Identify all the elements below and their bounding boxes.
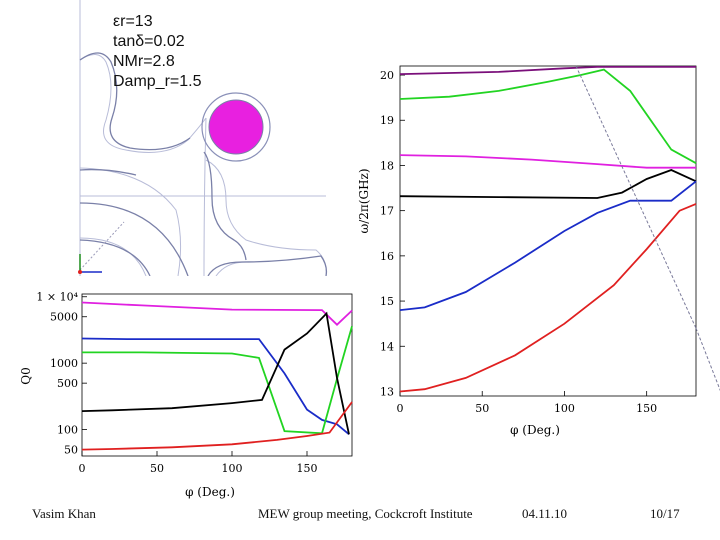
freq-xlabel: φ (Deg.) [510,423,560,437]
freq-series-purple [399,65,696,75]
freq-ytick-label: 13 [380,385,394,398]
origin-marker [78,270,82,274]
freq-ytick-label: 19 [380,114,394,127]
freq-series-light-line [575,65,697,329]
symmetry-line [79,221,125,271]
q-ylabel: Q0 [20,367,33,384]
dielectric-resonator [208,99,264,155]
param-damping: Damp_r=1.5 [113,73,202,90]
q-plot-frame [81,293,353,457]
param-permittivity: εr=13 [113,13,153,30]
freq-ytick-label: 17 [380,205,394,218]
q-series-red [81,401,353,451]
q-ytick-label: 100 [57,424,78,437]
freq-series-light-line-2 [695,328,720,392]
freq-series-green [399,68,697,164]
simulation-geometry-view [76,0,334,276]
q-xtick-label: 50 [150,462,164,475]
freq-series-black [399,169,697,199]
simulation-parameters: εr=13 tanδ=0.02 NMr=2.8 Damp_r=1.5 [113,12,202,92]
q-ytick-label: 1000 [50,357,78,370]
q-xtick-label: 150 [297,462,318,475]
q-ytick-label: 5000 [50,311,78,324]
freq-ytick-label: 15 [380,295,394,308]
footer-event: MEW group meeting, Cockcroft Institute [258,506,473,521]
freq-series-red [399,203,697,393]
freq-plot-frame [399,65,697,397]
freq-chart-background [352,56,720,448]
freq-series-magenta [399,154,696,169]
freq-series-blue [399,180,697,311]
q-ytick-label: 50 [64,444,78,457]
resonator-outer-ring [201,92,271,162]
freq-ytick-label: 18 [380,159,394,172]
param-nmr: NMr=2.8 [113,53,175,70]
freq-ytick-label: 14 [380,340,394,353]
q-series-green [82,325,353,435]
q-series-magenta [81,301,353,326]
freq-xtick-label: 100 [554,402,575,415]
freq-ytick-label: 20 [380,69,394,82]
q-chart-background [20,286,362,504]
freq-plot-area: 13 14 15 16 17 18 19 20 0 50 100 150 [380,65,720,415]
q-ytick-label: 500 [57,377,78,390]
freq-xtick-label: 150 [636,402,657,415]
q-xtick-label: 0 [79,462,86,475]
footer-page-number: 10/17 [650,506,680,521]
geometry-outlines [79,52,328,276]
q-ytick-label: 1 × 10⁴ [36,291,78,304]
geometry-background [76,0,334,276]
q-series-blue [81,337,350,435]
param-loss-tangent: tanδ=0.02 [113,33,185,50]
freq-xtick-label: 0 [397,402,404,415]
freq-ytick-label: 16 [380,250,394,263]
frequency-chart: 13 14 15 16 17 18 19 20 0 50 100 150 ω/2π(GHz) φ (D… [352,56,720,448]
footer-date: 04.11.10 [522,506,568,521]
freq-xtick-label: 50 [475,402,489,415]
footer-author: Vasim Khan [32,506,96,521]
q-xtick-label: 100 [222,462,243,475]
q-xlabel: φ (Deg.) [185,485,235,499]
freq-ylabel: ω/2π(GHz) [357,168,371,233]
q-series-black [81,311,350,435]
